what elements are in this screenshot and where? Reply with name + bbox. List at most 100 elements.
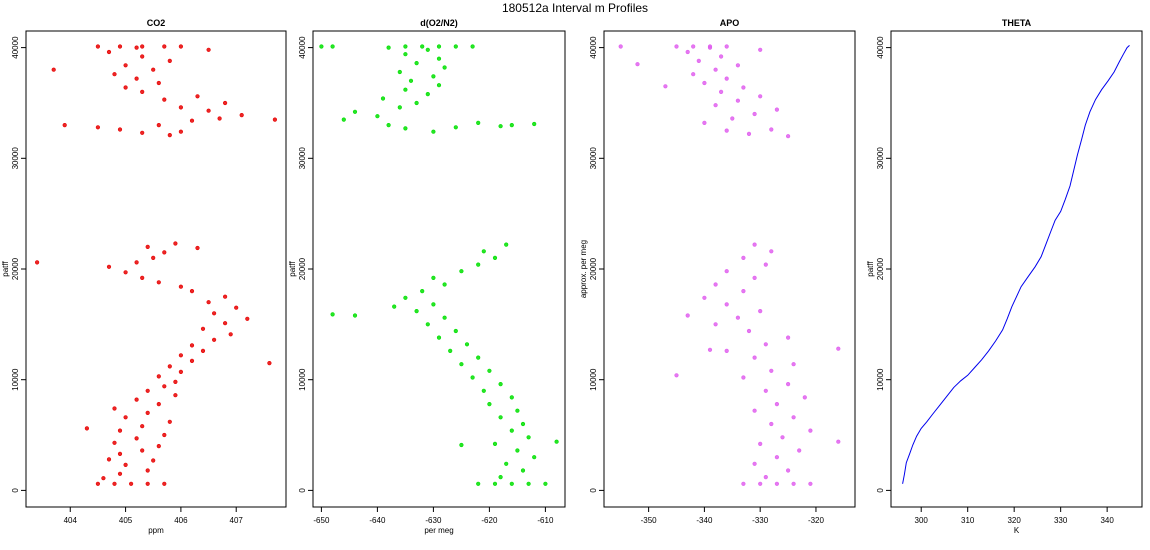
data-point [763, 388, 768, 393]
data-point [134, 45, 139, 50]
data-point [791, 415, 796, 420]
data-point [763, 262, 768, 267]
data-point [724, 76, 729, 81]
data-point [442, 65, 447, 70]
data-point [431, 275, 436, 281]
data-point [476, 120, 481, 125]
data-point [112, 72, 117, 77]
data-point [178, 129, 183, 134]
data-point [724, 128, 729, 133]
data-point [707, 44, 713, 49]
panel-0: CO2 404 405 406 407 0 10000 20000 30000 40000 ppm p… [1, 18, 287, 535]
data-point [140, 448, 145, 453]
data-point [780, 435, 785, 440]
data-point [414, 309, 419, 314]
data-point [758, 441, 763, 447]
data-point [718, 89, 724, 94]
data-point [752, 242, 757, 247]
data-point [464, 342, 470, 347]
data-point [392, 304, 397, 309]
data-point [442, 282, 447, 287]
data-point [403, 44, 408, 49]
data-point [129, 481, 134, 486]
x-axis-label: ppm [148, 526, 164, 535]
data-point [769, 249, 774, 254]
panel-2: APO -350 -340 -330 -320 0 10000 20000 30000 40000… [579, 18, 856, 525]
x-tick-label: 340 [1100, 516, 1114, 525]
data-point [691, 72, 696, 77]
data-point [375, 114, 380, 119]
data-point [476, 355, 481, 360]
data-point [487, 368, 492, 373]
data-point [117, 471, 123, 476]
panel-3: THETA 300 310 320 330 340 0 10000 20000 30000 4000… [866, 18, 1143, 535]
data-point [397, 105, 402, 110]
data-point [167, 133, 172, 138]
data-point [509, 122, 514, 128]
data-point [140, 130, 145, 135]
data-point [459, 362, 464, 367]
data-point [408, 78, 414, 83]
data-point [431, 74, 436, 79]
data-point [526, 481, 531, 486]
data-point [498, 382, 503, 387]
data-point [758, 481, 763, 486]
data-point [436, 44, 442, 49]
data-point [206, 47, 211, 52]
data-point [713, 67, 718, 72]
data-point [145, 481, 150, 486]
data-point [123, 63, 128, 68]
data-point [117, 451, 123, 457]
data-point [492, 441, 498, 447]
x-tick-label: -610 [537, 516, 554, 525]
data-point [151, 255, 156, 261]
data-point [352, 313, 358, 318]
data-point [212, 311, 217, 316]
data-point [774, 481, 780, 486]
data-point [145, 410, 150, 416]
data-point [509, 481, 514, 486]
data-point [774, 455, 780, 460]
data-point [167, 364, 172, 369]
panel-title: THETA [1002, 18, 1032, 28]
data-point [223, 294, 228, 299]
data-point [752, 275, 757, 281]
data-point [425, 322, 430, 327]
data-point [95, 481, 100, 486]
data-point [223, 100, 228, 106]
data-point [195, 94, 200, 99]
data-point [532, 455, 537, 460]
data-point [752, 355, 757, 360]
data-point [504, 242, 509, 247]
data-point [515, 408, 520, 413]
data-point [520, 421, 526, 427]
data-point [724, 348, 729, 354]
data-point [448, 348, 453, 354]
y-axis-label: patff [866, 261, 875, 277]
data-point [476, 262, 481, 267]
y-tick-label: 10000 [876, 368, 885, 391]
y-tick-label: 0 [11, 488, 20, 493]
data-point [520, 468, 526, 473]
data-point [123, 415, 128, 420]
data-point [774, 107, 780, 112]
data-point [330, 44, 335, 49]
data-point [206, 108, 211, 113]
data-point [167, 58, 172, 64]
data-point [140, 275, 145, 281]
data-point [162, 384, 167, 389]
data-point [112, 440, 117, 445]
data-point [459, 269, 464, 274]
data-point [802, 395, 807, 400]
x-tick-label: -350 [641, 516, 658, 525]
y-tick-label: 20000 [298, 257, 307, 280]
data-point [526, 435, 531, 440]
data-point [156, 374, 161, 379]
data-point [691, 44, 696, 49]
y-tick-label: 10000 [589, 368, 598, 391]
data-point [769, 421, 774, 427]
data-point [674, 44, 679, 49]
y-axis-label: patff [288, 261, 297, 277]
data-point [492, 255, 498, 261]
